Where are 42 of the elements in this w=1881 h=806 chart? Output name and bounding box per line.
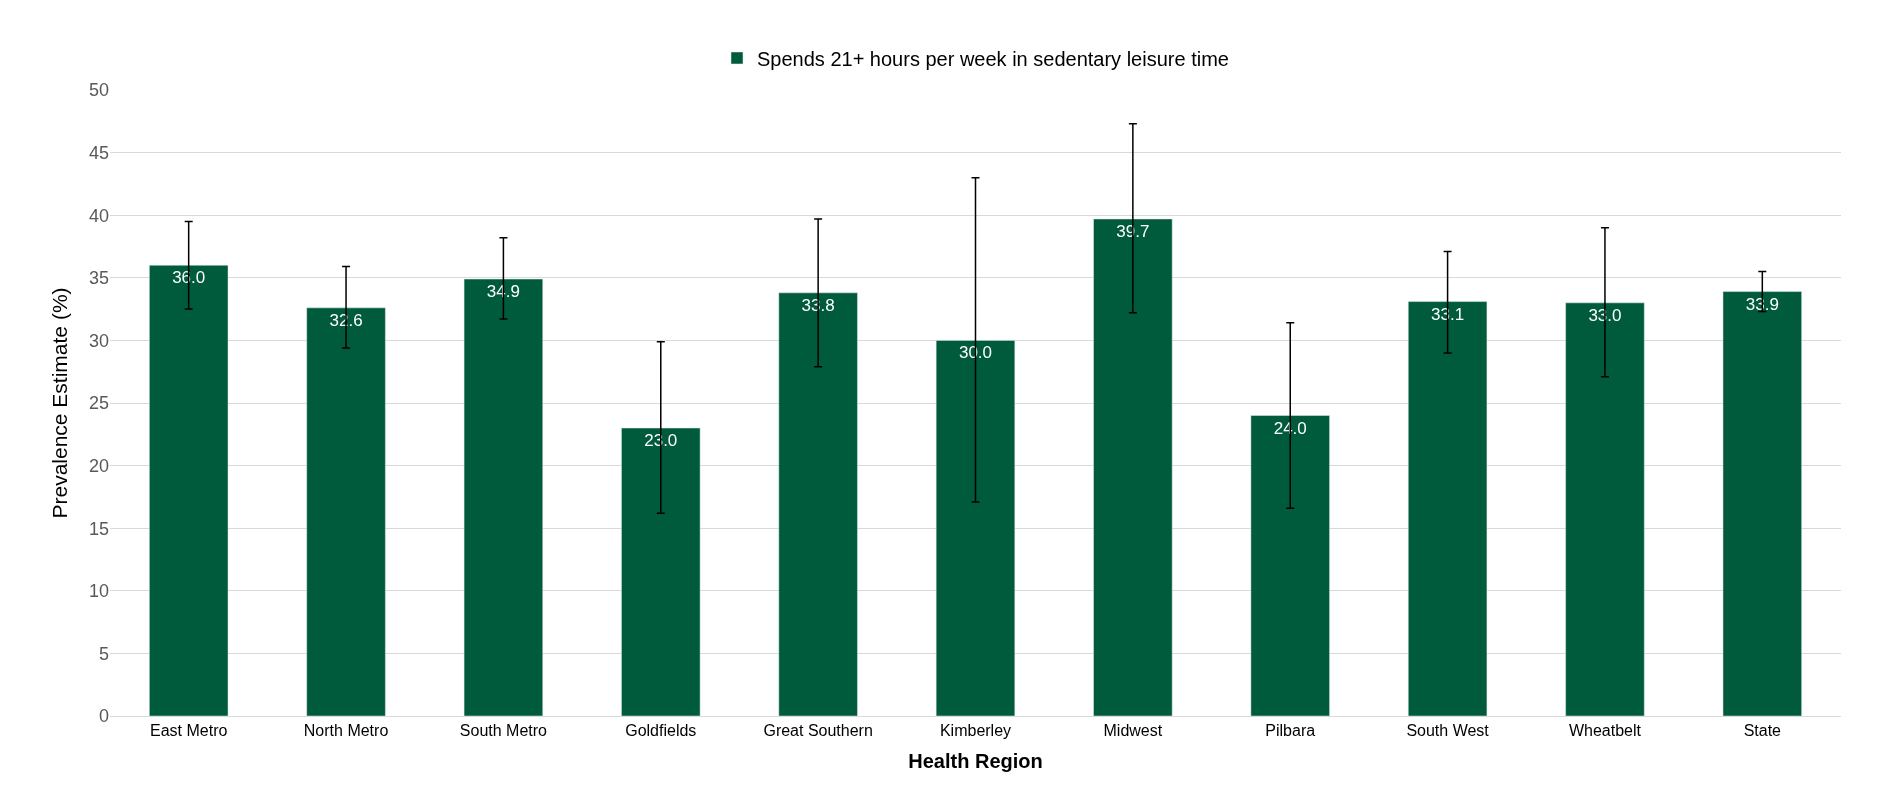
- data-label: 33.0: [1588, 305, 1622, 325]
- bar: [463, 278, 543, 716]
- x-axis-title: Health Region: [908, 749, 1043, 772]
- x-tick-label: Great Southern: [763, 722, 873, 740]
- bar: [1408, 301, 1488, 716]
- data-label: 30.0: [958, 343, 993, 363]
- x-tick-label: North Metro: [303, 722, 389, 740]
- data-label: 36.0: [172, 268, 206, 288]
- y-tick-label: 30: [88, 330, 109, 351]
- y-tick-label: 45: [88, 142, 109, 163]
- x-tick-label: East Metro: [150, 722, 228, 740]
- y-tick-label: 25: [88, 393, 109, 414]
- bar: [778, 292, 858, 716]
- data-label: 32.6: [329, 310, 363, 330]
- y-tick-label: 20: [88, 455, 109, 476]
- bar: [1722, 291, 1802, 716]
- legend-label: Spends 21+ hours per week in sedentary leisure time: [757, 47, 1229, 70]
- y-tick-label: 40: [88, 205, 109, 226]
- x-tick-label: Goldfields: [625, 722, 697, 740]
- bar: [1250, 415, 1330, 716]
- y-tick-label: 0: [98, 706, 109, 727]
- data-label: 39.7: [1116, 221, 1150, 241]
- bar: [1093, 218, 1173, 716]
- bar: [1565, 302, 1645, 716]
- x-tick-label: State: [1743, 722, 1782, 740]
- data-label: 33.8: [801, 295, 835, 315]
- x-tick-label: Kimberley: [939, 722, 1012, 740]
- bar: [149, 265, 229, 716]
- y-tick-label: 15: [88, 518, 109, 539]
- y-tick-label: 5: [98, 643, 109, 664]
- x-tick-label: South West: [1406, 722, 1490, 740]
- x-tick-label: Midwest: [1103, 722, 1163, 740]
- bar: [621, 427, 701, 716]
- y-tick-label: 10: [88, 581, 109, 602]
- x-tick-label: Wheatbelt: [1568, 722, 1642, 740]
- x-tick-label: South Metro: [459, 722, 548, 740]
- y-axis-title: Prevalence Estimate (%): [48, 287, 72, 519]
- bar: [935, 340, 1016, 716]
- y-tick-label: 50: [88, 80, 109, 101]
- x-tick-label: Pilbara: [1265, 722, 1316, 740]
- y-tick-label: 35: [88, 268, 109, 289]
- bar: [306, 307, 386, 716]
